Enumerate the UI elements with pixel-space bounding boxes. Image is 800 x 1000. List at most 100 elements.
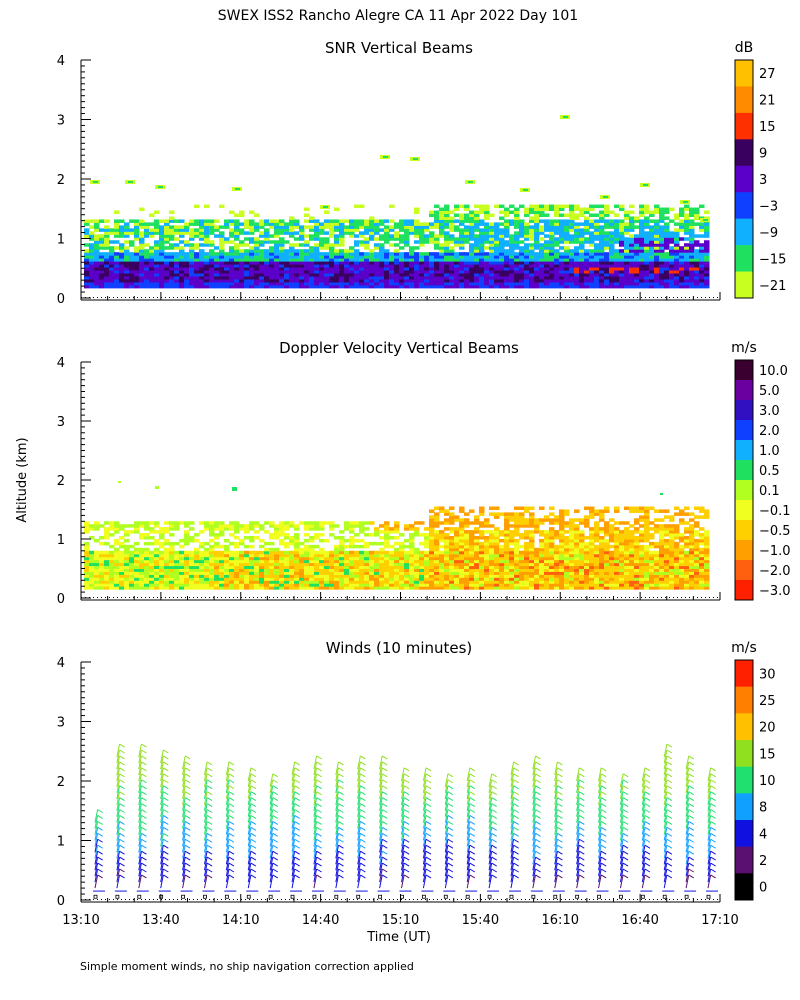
doppler-cell	[339, 530, 345, 534]
doppler-cell	[414, 553, 420, 558]
doppler-cell	[314, 565, 320, 569]
doppler-cell	[534, 565, 540, 569]
doppler-cell	[349, 530, 355, 534]
snr-cell	[109, 264, 115, 268]
snr-cell	[214, 272, 220, 277]
snr-cell	[469, 267, 475, 271]
doppler-cell	[224, 583, 230, 587]
doppler-cell	[349, 524, 355, 528]
doppler-cell	[514, 538, 520, 543]
doppler-cell	[459, 550, 465, 555]
doppler-cell	[369, 577, 375, 581]
snr-cell	[534, 216, 540, 220]
snr-cell	[444, 249, 450, 253]
doppler-cell	[174, 541, 180, 546]
snr-cell	[564, 270, 570, 274]
snr-cell	[379, 258, 385, 262]
doppler-cell	[199, 574, 205, 578]
doppler-cell	[344, 544, 350, 549]
snr-cell	[189, 261, 195, 265]
snr-cell	[259, 231, 265, 235]
snr-cell	[334, 237, 340, 241]
doppler-cell	[414, 565, 420, 569]
snr-cell	[679, 272, 685, 277]
doppler-cell	[604, 521, 610, 525]
doppler-cell	[524, 580, 530, 584]
doppler-cell	[609, 580, 615, 584]
doppler-cell	[589, 571, 595, 575]
doppler-cell	[489, 530, 495, 534]
doppler-cell	[424, 568, 430, 572]
doppler-cell	[329, 559, 335, 564]
doppler-cell	[439, 536, 445, 540]
snr-cell	[474, 240, 480, 244]
snr-cell	[304, 284, 310, 289]
snr-cell	[669, 237, 675, 241]
snr-cell	[504, 275, 510, 280]
snr-cell	[289, 270, 295, 274]
doppler-cell	[114, 541, 120, 546]
snr-cell	[119, 258, 125, 262]
doppler-cell	[459, 536, 465, 540]
snr-cell	[424, 237, 430, 241]
snr-cell	[244, 222, 250, 226]
doppler-cell	[499, 538, 505, 543]
doppler-cell	[559, 536, 565, 540]
doppler-cell	[564, 556, 570, 561]
snr-cell	[454, 204, 460, 209]
doppler-cell	[559, 574, 565, 578]
snr-cell	[449, 216, 455, 220]
doppler-cell	[229, 586, 235, 590]
doppler-cell	[214, 533, 220, 537]
doppler-cell	[494, 583, 500, 587]
snr-cell	[554, 278, 560, 283]
doppler-cell	[159, 562, 165, 567]
snr-cell	[529, 219, 535, 223]
snr-cell	[94, 222, 100, 226]
doppler-cell	[414, 580, 420, 584]
doppler-cell	[489, 544, 495, 549]
snr-cell	[694, 222, 700, 226]
snr-cell	[639, 267, 645, 271]
snr-cell	[659, 243, 665, 247]
snr-cell	[604, 237, 610, 241]
doppler-cell	[154, 580, 160, 584]
doppler-cell	[334, 536, 340, 540]
snr-cell	[239, 275, 245, 280]
snr-cell	[359, 267, 365, 271]
snr-cell	[679, 213, 685, 217]
snr-cell	[299, 267, 305, 271]
snr-cell	[129, 231, 135, 235]
snr-cell	[534, 270, 540, 274]
doppler-cell	[429, 515, 435, 519]
snr-cell	[154, 278, 160, 283]
doppler-cell	[354, 553, 360, 558]
snr-cell	[704, 267, 710, 271]
snr-cell	[99, 261, 105, 265]
snr-cell	[629, 234, 635, 238]
snr-cell	[669, 240, 675, 244]
doppler-cell	[554, 533, 560, 537]
snr-cell	[454, 284, 460, 289]
snr-cell	[639, 225, 645, 229]
doppler-cell	[329, 550, 335, 555]
doppler-cell	[324, 583, 330, 587]
doppler-cell	[474, 568, 480, 572]
doppler-cell	[409, 547, 415, 552]
doppler-cell	[304, 521, 310, 525]
doppler-cell	[389, 580, 395, 584]
snr-cell	[474, 216, 480, 220]
snr-cell	[704, 222, 710, 226]
snr-cell	[184, 264, 190, 268]
snr-cell	[699, 284, 705, 289]
doppler-cell	[274, 553, 280, 558]
snr-cell	[179, 234, 185, 238]
snr-cell	[599, 243, 605, 247]
snr-cell	[374, 281, 380, 286]
snr-cell	[104, 267, 110, 271]
snr-cell	[644, 267, 650, 271]
snr-cell	[524, 267, 530, 271]
snr-cell	[284, 228, 290, 232]
snr-cell	[539, 246, 545, 250]
snr-cell	[249, 278, 255, 283]
